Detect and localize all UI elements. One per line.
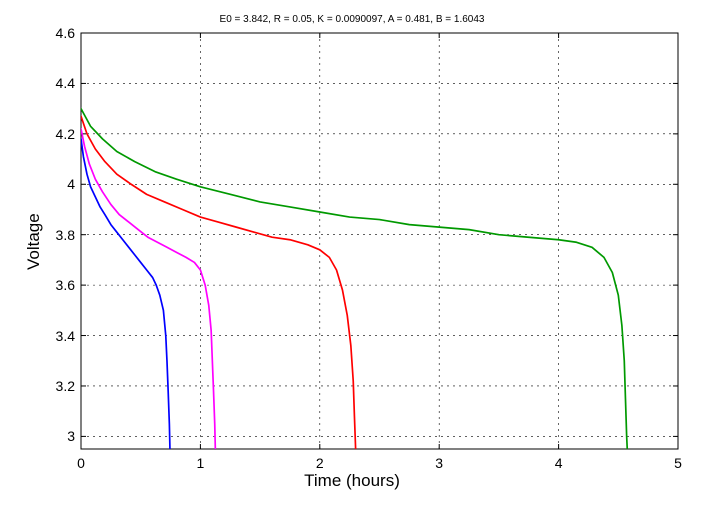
y-tick-label: 4.6	[47, 25, 75, 41]
chart-container: E0 = 3.842, R = 0.05, K = 0.0090097, A =…	[0, 0, 704, 507]
y-tick-label: 3.8	[47, 227, 75, 243]
y-tick-label: 3.2	[47, 378, 75, 394]
x-tick-label: 4	[555, 455, 563, 471]
x-tick-label: 5	[674, 455, 682, 471]
y-tick-label: 3	[47, 428, 75, 444]
chart-svg	[0, 0, 704, 507]
x-tick-label: 1	[196, 455, 204, 471]
series-red	[81, 116, 356, 449]
x-tick-label: 3	[435, 455, 443, 471]
y-axis-label: Voltage	[24, 213, 44, 270]
x-axis-label: Time (hours)	[0, 471, 704, 491]
y-tick-label: 3.6	[47, 277, 75, 293]
x-tick-label: 0	[77, 455, 85, 471]
series-blue	[81, 139, 170, 449]
y-tick-label: 4.4	[47, 75, 75, 91]
y-tick-label: 3.4	[47, 328, 75, 344]
x-tick-label: 2	[316, 455, 324, 471]
series-magenta	[81, 129, 215, 449]
y-tick-label: 4	[47, 176, 75, 192]
y-tick-label: 4.2	[47, 126, 75, 142]
